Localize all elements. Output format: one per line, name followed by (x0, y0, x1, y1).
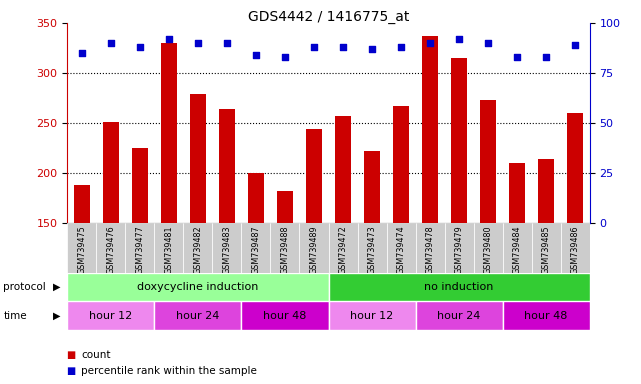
Text: hour 48: hour 48 (263, 311, 306, 321)
Text: GSM739489: GSM739489 (310, 225, 319, 274)
Bar (212, 223, 242, 273)
Bar (299, 223, 328, 273)
Text: doxycycline induction: doxycycline induction (137, 282, 258, 292)
Bar (183, 223, 212, 273)
Text: hour 12: hour 12 (351, 311, 394, 321)
Point (570, 42, 580, 48)
Bar (161, 43, 177, 223)
Bar (190, 94, 206, 223)
Text: hour 12: hour 12 (89, 311, 133, 321)
Bar (538, 159, 554, 223)
Point (541, 54, 551, 60)
Text: GSM739481: GSM739481 (164, 225, 173, 274)
Text: GSM739484: GSM739484 (513, 225, 522, 274)
Bar (329, 273, 590, 301)
Text: percentile rank within the sample: percentile rank within the sample (81, 366, 257, 376)
Bar (503, 223, 531, 273)
Point (338, 44, 348, 50)
Bar (154, 301, 242, 330)
Text: no induction: no induction (424, 282, 494, 292)
Point (483, 40, 494, 46)
Bar (67, 223, 96, 273)
Text: GSM739487: GSM739487 (251, 225, 260, 274)
Text: GSM739474: GSM739474 (397, 225, 406, 274)
Bar (329, 301, 415, 330)
Point (106, 40, 116, 46)
Bar (242, 223, 271, 273)
Point (367, 46, 377, 52)
Point (251, 52, 261, 58)
Text: GSM739488: GSM739488 (281, 225, 290, 274)
Bar (271, 223, 299, 273)
Text: GSM739486: GSM739486 (570, 225, 579, 274)
Text: GSM739480: GSM739480 (484, 225, 493, 274)
Point (425, 40, 435, 46)
Text: count: count (81, 350, 111, 360)
Bar (96, 223, 126, 273)
Bar (451, 58, 467, 223)
Text: GSM739478: GSM739478 (426, 225, 435, 274)
Bar (422, 36, 438, 223)
Bar (67, 301, 154, 330)
Text: hour 24: hour 24 (176, 311, 220, 321)
Bar (567, 113, 583, 223)
Bar (387, 223, 415, 273)
Bar (393, 106, 409, 223)
Text: GSM739483: GSM739483 (222, 225, 231, 274)
Text: GSM739477: GSM739477 (135, 225, 144, 274)
Bar (74, 185, 90, 223)
Bar (358, 223, 387, 273)
Bar (445, 223, 474, 273)
Text: GSM739476: GSM739476 (106, 225, 115, 274)
Bar (561, 223, 590, 273)
Bar (103, 122, 119, 223)
Text: ▶: ▶ (53, 282, 61, 292)
Bar (242, 301, 328, 330)
Bar (335, 116, 351, 223)
Point (512, 54, 522, 60)
Point (309, 44, 319, 50)
Text: GSM739485: GSM739485 (542, 225, 551, 274)
Bar (132, 148, 148, 223)
Text: GSM739472: GSM739472 (338, 225, 347, 274)
Bar (415, 301, 503, 330)
Bar (480, 100, 496, 223)
Bar (277, 191, 293, 223)
Text: GDS4442 / 1416775_at: GDS4442 / 1416775_at (248, 10, 409, 23)
Text: GSM739482: GSM739482 (194, 225, 203, 274)
Bar (503, 301, 590, 330)
Text: ■: ■ (67, 350, 79, 360)
Bar (154, 223, 183, 273)
Point (454, 36, 464, 42)
Bar (531, 223, 561, 273)
Text: hour 24: hour 24 (437, 311, 481, 321)
Point (135, 44, 145, 50)
Text: hour 48: hour 48 (524, 311, 568, 321)
Bar (306, 129, 322, 223)
Bar (329, 223, 358, 273)
Bar (364, 151, 380, 223)
Text: ■: ■ (67, 366, 79, 376)
Bar (415, 223, 445, 273)
Bar (474, 223, 503, 273)
Point (77, 50, 87, 56)
Point (163, 36, 174, 42)
Text: GSM739473: GSM739473 (367, 225, 376, 274)
Text: GSM739479: GSM739479 (454, 225, 463, 274)
Bar (67, 273, 329, 301)
Text: ▶: ▶ (53, 311, 61, 321)
Text: time: time (3, 311, 27, 321)
Point (193, 40, 203, 46)
Point (280, 54, 290, 60)
Bar (126, 223, 154, 273)
Bar (219, 109, 235, 223)
Point (222, 40, 232, 46)
Bar (509, 163, 525, 223)
Text: protocol: protocol (3, 282, 46, 292)
Text: GSM739475: GSM739475 (78, 225, 87, 274)
Bar (248, 173, 264, 223)
Point (396, 44, 406, 50)
